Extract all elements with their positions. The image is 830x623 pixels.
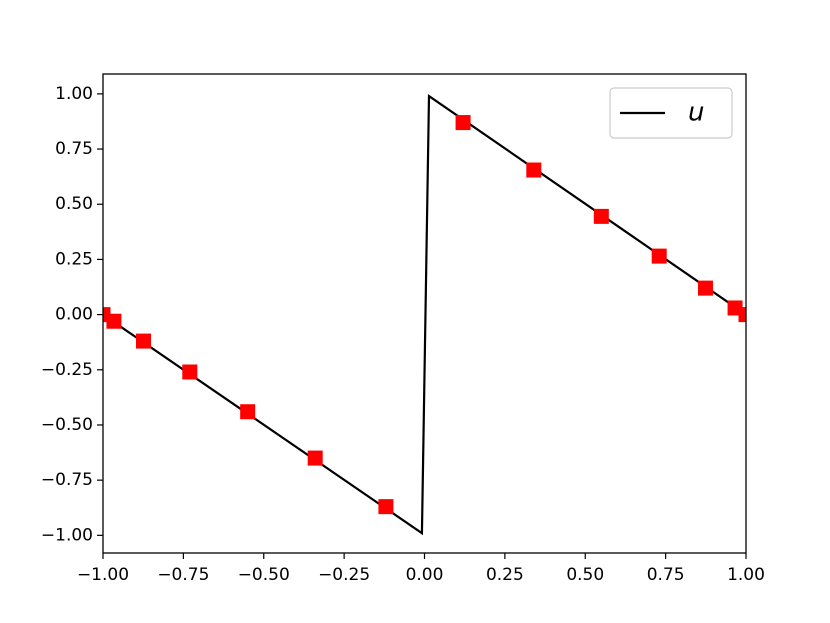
y-tick-label: 0.75 — [55, 139, 93, 159]
marker — [378, 499, 394, 515]
y-tick-label: −0.25 — [41, 360, 93, 380]
y-tick-label: 0.25 — [55, 249, 93, 269]
line — [103, 94, 746, 536]
marker — [526, 162, 542, 178]
marker — [106, 313, 122, 329]
y-tick-label: −1.00 — [41, 525, 93, 545]
x-tick-label: 0.00 — [406, 565, 444, 585]
y-tick-label: 0.00 — [55, 305, 93, 325]
x-tick-label: 0.75 — [647, 565, 685, 585]
marker — [307, 450, 323, 466]
legend-box — [609, 87, 733, 139]
y-tick-label: −0.50 — [41, 415, 93, 435]
marker — [240, 404, 256, 420]
y-tick-label: −0.75 — [41, 470, 93, 490]
marker — [738, 307, 746, 323]
legend-label: u — [688, 98, 704, 128]
x-tick-label: −0.75 — [157, 565, 209, 585]
marker — [136, 333, 152, 349]
marker — [697, 280, 713, 296]
marker — [455, 115, 471, 131]
x-tick-label: −0.50 — [238, 565, 290, 585]
x-tick-label: 0.25 — [486, 565, 524, 585]
x-tick-label: 1.00 — [727, 565, 765, 585]
x-tick-label: −0.25 — [318, 565, 370, 585]
marker — [651, 248, 667, 264]
marker — [593, 208, 609, 224]
marker — [182, 364, 198, 380]
y-tick-label: 1.00 — [55, 84, 93, 104]
x-tick-label: 0.50 — [566, 565, 604, 585]
y-tick-label: 0.50 — [55, 194, 93, 214]
plot-area — [103, 94, 746, 536]
x-tick-label: −1.00 — [77, 565, 129, 585]
